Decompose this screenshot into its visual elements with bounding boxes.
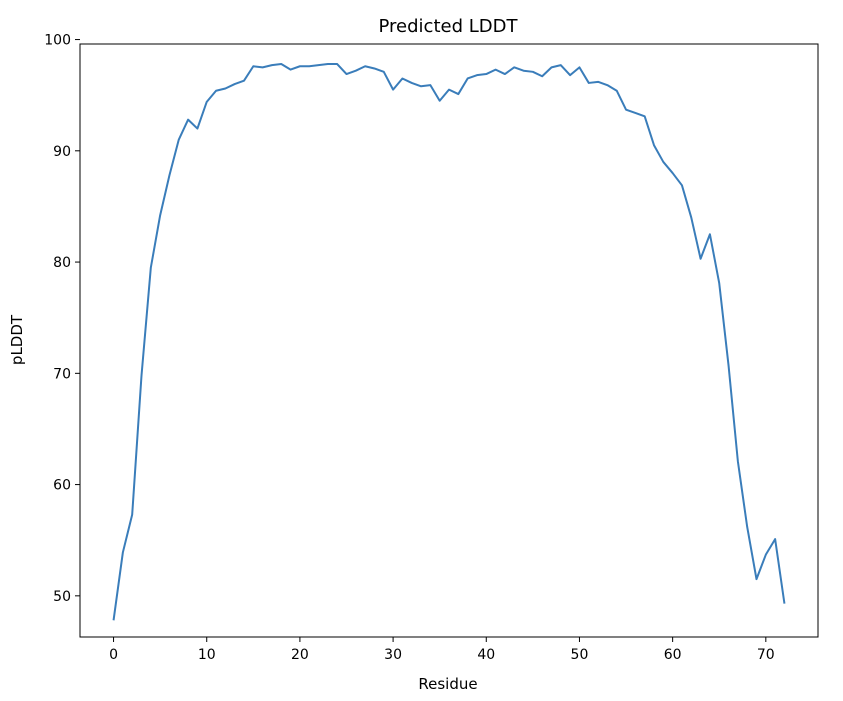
x-tick-label: 50	[571, 647, 589, 663]
series-line	[112, 63, 786, 621]
y-tick-label: 50	[53, 589, 71, 605]
y-tick-label: 60	[53, 478, 71, 494]
y-axis-label: pLDDT	[8, 314, 26, 365]
x-axis-label: Residue	[418, 675, 477, 693]
x-tick-label: 60	[664, 647, 682, 663]
x-tick-label: 10	[198, 647, 216, 663]
x-tick-label: 30	[384, 647, 402, 663]
y-tick-label: 90	[53, 144, 71, 160]
x-tick-label: 20	[291, 647, 309, 663]
plot-frame	[79, 43, 819, 638]
x-axis: 0 10 20 30 40 50 60 70	[109, 637, 775, 663]
y-tick-label: 70	[53, 366, 71, 382]
chart-title: Predicted LDDT	[379, 16, 519, 37]
y-tick-label: 100	[44, 33, 71, 49]
y-axis: 50 60 70 80 90 100	[44, 33, 80, 605]
x-tick-label: 0	[109, 647, 118, 663]
y-tick-label: 80	[53, 255, 71, 271]
x-tick-label: 40	[477, 647, 495, 663]
x-tick-label: 70	[757, 647, 775, 663]
